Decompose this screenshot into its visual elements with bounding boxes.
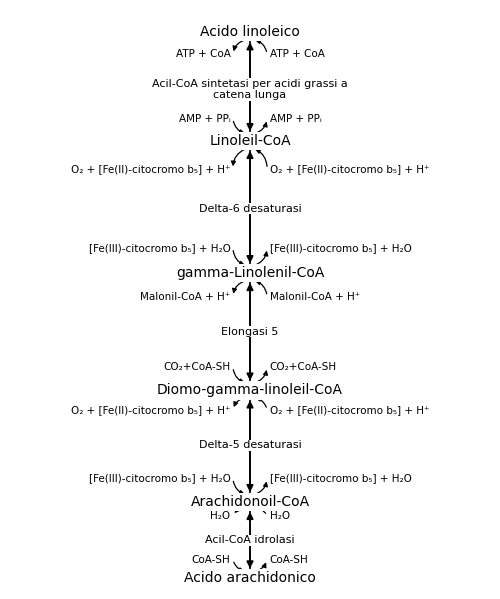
Text: [Fe(III)-citocromo b₅] + H₂O: [Fe(III)-citocromo b₅] + H₂O — [270, 474, 412, 483]
Text: [Fe(III)-citocromo b₅] + H₂O: [Fe(III)-citocromo b₅] + H₂O — [88, 474, 231, 483]
Text: Linoleil-CoA: Linoleil-CoA — [209, 134, 291, 148]
Text: Arachidonoil-CoA: Arachidonoil-CoA — [190, 495, 310, 509]
Text: CO₂+CoA-SH: CO₂+CoA-SH — [164, 362, 230, 372]
Text: Malonil-CoA + H⁺: Malonil-CoA + H⁺ — [140, 292, 230, 301]
Text: Elongasi 5: Elongasi 5 — [222, 327, 278, 337]
Text: Delta-6 desaturasi: Delta-6 desaturasi — [198, 204, 302, 213]
Text: AMP + PPᵢ: AMP + PPᵢ — [270, 114, 322, 124]
Text: [Fe(III)-citocromo b₅] + H₂O: [Fe(III)-citocromo b₅] + H₂O — [88, 243, 231, 253]
Text: Acil-CoA sintetasi per acidi grassi a
catena lunga: Acil-CoA sintetasi per acidi grassi a ca… — [152, 78, 348, 100]
Text: O₂ + [Fe(II)-citocromo b₅] + H⁺: O₂ + [Fe(II)-citocromo b₅] + H⁺ — [71, 405, 231, 415]
Text: CO₂+CoA-SH: CO₂+CoA-SH — [270, 362, 336, 372]
Text: AMP + PPᵢ: AMP + PPᵢ — [178, 114, 231, 124]
Text: CoA-SH: CoA-SH — [270, 555, 308, 564]
Text: O₂ + [Fe(II)-citocromo b₅] + H⁺: O₂ + [Fe(II)-citocromo b₅] + H⁺ — [71, 164, 231, 174]
Text: Malonil-CoA + H⁺: Malonil-CoA + H⁺ — [270, 292, 360, 301]
Text: Acido arachidonico: Acido arachidonico — [184, 571, 316, 585]
Text: H₂O: H₂O — [270, 510, 289, 521]
Text: Acil-CoA idrolasi: Acil-CoA idrolasi — [205, 535, 295, 545]
Text: Diomo-gamma-linoleil-CoA: Diomo-gamma-linoleil-CoA — [157, 383, 343, 398]
Text: gamma-Linolenil-CoA: gamma-Linolenil-CoA — [176, 266, 324, 280]
Text: CoA-SH: CoA-SH — [192, 555, 230, 564]
Text: O₂ + [Fe(II)-citocromo b₅] + H⁺: O₂ + [Fe(II)-citocromo b₅] + H⁺ — [270, 164, 429, 174]
Text: O₂ + [Fe(II)-citocromo b₅] + H⁺: O₂ + [Fe(II)-citocromo b₅] + H⁺ — [270, 405, 429, 415]
Text: ATP + CoA: ATP + CoA — [176, 49, 231, 59]
Text: H₂O: H₂O — [210, 510, 231, 521]
Text: [Fe(III)-citocromo b₅] + H₂O: [Fe(III)-citocromo b₅] + H₂O — [270, 243, 412, 253]
Text: Delta-5 desaturasi: Delta-5 desaturasi — [198, 440, 302, 450]
Text: Acido linoleico: Acido linoleico — [200, 25, 300, 40]
Text: ATP + CoA: ATP + CoA — [270, 49, 324, 59]
